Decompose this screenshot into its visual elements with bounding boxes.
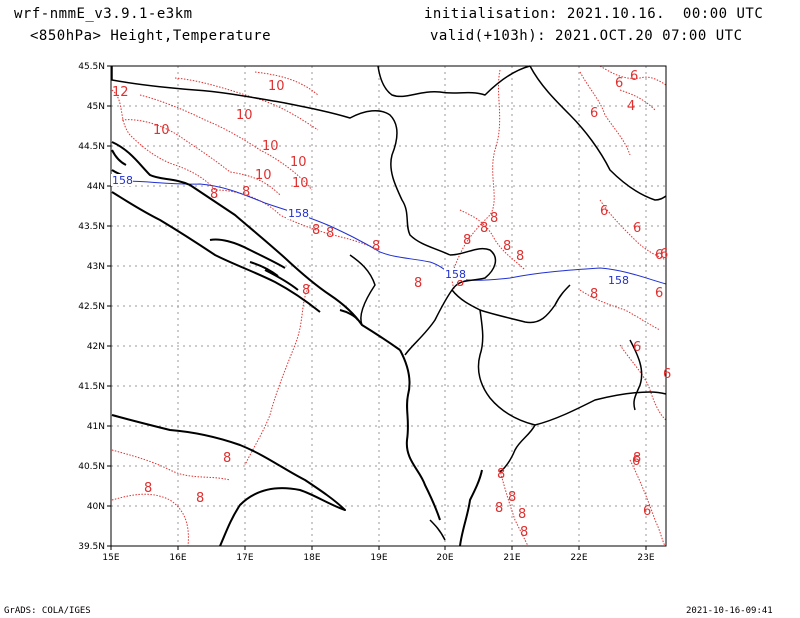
lat-tick-label: 44.5N <box>78 142 105 152</box>
temperature-label: 6 <box>655 286 663 301</box>
temperature-label: 10 <box>290 155 307 170</box>
temperature-label: 6 <box>660 247 668 262</box>
lat-tick-label: 41N <box>87 422 105 432</box>
temperature-label: 8 <box>302 283 310 298</box>
init-time: initialisation: 2021.10.16. 00:00 UTC <box>424 6 764 22</box>
lat-tick-label: 45.5N <box>78 62 105 72</box>
temperature-label: 6 <box>655 248 663 263</box>
temperature-label: 8 <box>480 221 488 236</box>
temperature-label: 8 <box>516 249 524 264</box>
lat-tick-label: 44N <box>87 182 105 192</box>
footer-software: GrADS: COLA/IGES <box>4 606 91 616</box>
lon-tick-label: 18E <box>303 553 320 563</box>
temperature-label: 8 <box>633 451 641 466</box>
lon-tick-label: 21E <box>503 553 520 563</box>
height-label: 158 <box>445 268 466 281</box>
height-labels: 158 158 158 158 <box>111 174 629 287</box>
lon-tick-label: 15E <box>102 553 119 563</box>
temperature-label: 10 <box>236 108 253 123</box>
temperature-label: 8 <box>490 211 498 226</box>
temperature-label: 6 <box>633 221 641 236</box>
temperature-label: 6 <box>590 106 598 121</box>
valid-time: valid(+103h): 2021.OCT.20 07:00 UTC <box>430 28 743 44</box>
temperature-label: 8 <box>520 525 528 540</box>
temperature-label: 10 <box>262 139 279 154</box>
temperature-label: 8 <box>590 287 598 302</box>
temperature-label: 8 <box>456 275 464 290</box>
temperature-label: 10 <box>255 168 272 183</box>
temperature-label: 8 <box>463 233 471 248</box>
temperature-label: 8 <box>242 185 250 200</box>
grid <box>111 66 666 546</box>
temperature-label: 8 <box>503 239 511 254</box>
lon-tick-label: 20E <box>436 553 453 563</box>
lon-tick-label: 22E <box>570 553 587 563</box>
temperature-label: 8 <box>372 239 380 254</box>
coastlines <box>111 141 483 547</box>
lat-tick-label: 43N <box>87 262 105 272</box>
height-contour <box>111 180 667 285</box>
temperature-contours <box>111 65 667 547</box>
field-title: <850hPa> Height,Temperature <box>30 28 272 44</box>
height-label-bg <box>111 174 133 186</box>
lat-tick-label: 42N <box>87 342 105 352</box>
temperature-label: 8 <box>144 481 152 496</box>
lon-tick-label: 23E <box>637 553 654 563</box>
temperature-label: 6 <box>600 204 608 219</box>
height-label: 158 <box>112 174 133 187</box>
temperature-label: 6 <box>663 367 671 382</box>
lat-axis: 45.5N 45N 44.5N 44N 43.5N 43N 42.5N 42N 41.5N 41N… <box>78 62 111 552</box>
temperature-label: 8 <box>223 451 231 466</box>
temperature-label: 8 <box>497 467 505 482</box>
temperature-label: 10 <box>153 123 170 138</box>
lon-tick-label: 19E <box>370 553 387 563</box>
borders <box>111 65 667 541</box>
lat-tick-label: 41.5N <box>78 382 105 392</box>
temperature-label: 8 <box>196 491 204 506</box>
temperature-label: 6 <box>633 340 641 355</box>
temperature-label: 10 <box>268 79 285 94</box>
height-label-bg <box>444 268 466 280</box>
height-label-bg <box>607 274 629 286</box>
temperature-label: 12 <box>112 85 129 100</box>
temperature-label: 8 <box>508 490 516 505</box>
footer-timestamp: 2021-10-16-09:41 <box>686 606 773 616</box>
lon-tick-label: 16E <box>169 553 186 563</box>
lon-tick-label: 17E <box>236 553 253 563</box>
temperature-label: 4 <box>627 99 635 114</box>
temperature-label: 6 <box>615 76 623 91</box>
temperature-label: 8 <box>312 223 320 238</box>
temperature-label: 6 <box>630 69 638 84</box>
lat-tick-label: 42.5N <box>78 302 105 312</box>
height-label: 158 <box>608 274 629 287</box>
lat-tick-label: 39.5N <box>78 542 105 552</box>
temperature-label: 6 <box>632 454 640 469</box>
lat-tick-label: 45N <box>87 102 105 112</box>
temperature-label: 6 <box>643 504 651 519</box>
model-title: wrf-nmmE_v3.9.1-e3km <box>14 6 193 22</box>
lon-axis: 15E 16E 17E 18E 19E 20E 21E 22E 23E <box>102 546 655 563</box>
height-label: 158 <box>288 207 309 220</box>
temperature-label: 8 <box>495 501 503 516</box>
temperature-label: 10 <box>292 176 309 191</box>
temperature-label: 8 <box>518 507 526 522</box>
lat-tick-label: 43.5N <box>78 222 105 232</box>
temperature-label: 8 <box>414 276 422 291</box>
temperature-label: 8 <box>210 187 218 202</box>
height-label-bg <box>287 207 309 219</box>
lat-tick-label: 40N <box>87 502 105 512</box>
lat-tick-label: 40.5N <box>78 462 105 472</box>
temperature-label: 8 <box>326 226 334 241</box>
